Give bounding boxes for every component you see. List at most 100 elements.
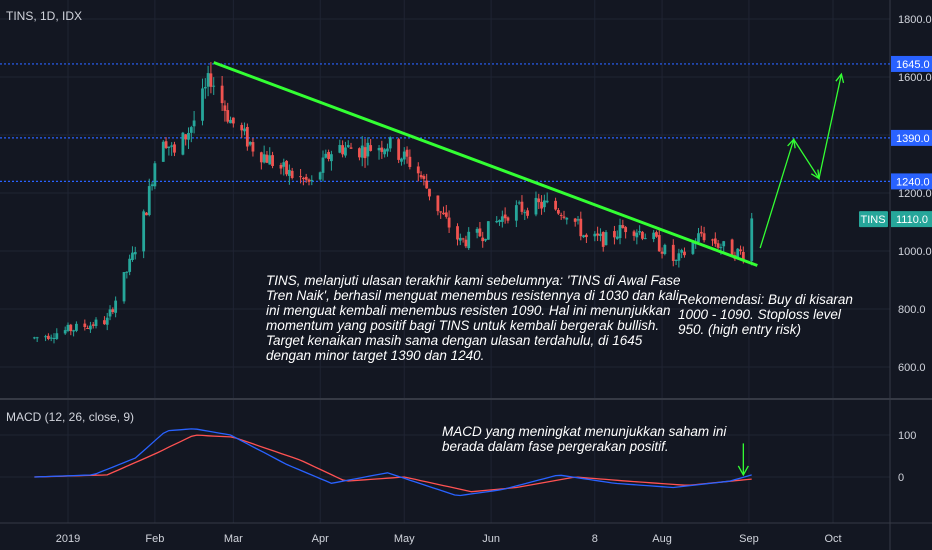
candle-body	[287, 169, 291, 176]
candle-body	[699, 231, 703, 234]
candle-body	[565, 217, 569, 220]
candle-body	[660, 251, 664, 254]
candle-body	[103, 320, 106, 325]
level-badge	[891, 129, 932, 146]
candle-body	[481, 237, 485, 242]
x-tick-label: May	[394, 533, 415, 545]
chart-title: TINS, 1D, IDX	[6, 9, 83, 23]
candle-body	[741, 251, 745, 260]
x-tick-label: Mar	[224, 533, 243, 545]
candle-body	[243, 128, 246, 132]
candle-body	[32, 337, 36, 339]
candle-body	[206, 73, 210, 87]
candle-body	[189, 127, 193, 133]
candle-body	[153, 163, 157, 187]
candle-body	[542, 200, 546, 208]
candle-body	[638, 231, 642, 233]
candle-body	[697, 233, 700, 243]
candle-body	[83, 323, 87, 328]
candle-body	[145, 212, 148, 216]
candle-body	[713, 238, 717, 244]
macd-y-tick-label: 0	[898, 472, 904, 484]
candle-body	[380, 147, 384, 152]
candle-body	[338, 144, 342, 153]
annotation-main: TINS, melanjuti ulasan terakhir kami seb…	[266, 273, 681, 363]
y-tick-label: 1800.0	[898, 14, 932, 26]
candle-body	[478, 228, 482, 237]
candle-body	[436, 195, 440, 212]
candle-body	[674, 259, 678, 261]
candle-body	[209, 73, 213, 87]
candle-body	[643, 238, 647, 240]
candle-body	[613, 231, 616, 238]
candle-body	[122, 272, 126, 302]
candle-body	[133, 252, 137, 255]
candle-body	[44, 336, 47, 338]
candle-body	[181, 132, 185, 155]
candle-body	[318, 172, 322, 180]
candle-body	[341, 145, 345, 155]
candle-body	[360, 145, 364, 158]
x-tick-label: Aug	[652, 533, 672, 545]
candle-body	[248, 141, 252, 145]
candle-body	[69, 324, 73, 332]
level-badge	[891, 55, 932, 72]
candle-body	[683, 251, 686, 256]
candle-body	[601, 232, 605, 247]
annotation-macd: MACD yang meningkat menunjukkan saham in…	[442, 424, 727, 454]
candle-body	[201, 88, 204, 121]
candle-body	[147, 186, 151, 216]
candle-body	[226, 110, 230, 122]
candle-body	[89, 325, 92, 330]
candle-body	[604, 232, 608, 246]
candle-body	[86, 327, 90, 329]
candle-body	[422, 176, 426, 179]
candle-body	[383, 149, 387, 155]
macd-pane	[34, 428, 752, 497]
candle-body	[545, 200, 549, 203]
candle-body	[111, 309, 115, 313]
candle-body	[240, 125, 244, 131]
candle-body	[537, 198, 541, 203]
candle-body	[540, 201, 543, 209]
candle-body	[671, 244, 675, 261]
y-tick-label: 1000.0	[898, 246, 932, 258]
trendline	[213, 61, 758, 267]
candle-body	[624, 227, 628, 233]
candle-body	[593, 233, 597, 237]
level-badge-label: 1645.0	[896, 59, 930, 71]
candle-body	[500, 216, 504, 222]
y-tick-label: 800.0	[898, 304, 926, 316]
candle-body	[503, 214, 507, 219]
macd-arrow-head	[737, 465, 749, 477]
candle-body	[279, 164, 283, 169]
candle-body	[562, 216, 566, 218]
trendline-line	[213, 61, 758, 267]
candle-body	[657, 235, 661, 252]
candle-body	[461, 238, 465, 240]
candle-body	[346, 145, 350, 148]
level-badge	[891, 173, 932, 190]
x-tick-label: Oct	[824, 533, 841, 545]
candle-body	[573, 218, 577, 222]
candle-body	[220, 85, 224, 104]
candle-body	[719, 247, 723, 249]
last-price-badge	[891, 211, 932, 228]
candle-body	[363, 147, 367, 159]
candle-body	[66, 324, 70, 331]
annotation-rekomendasi: Rekomendasi: Buy di kisaran 1000 - 1090.…	[678, 292, 853, 337]
projection-head	[835, 72, 845, 83]
candle-body	[46, 335, 50, 340]
x-tick-label: Sep	[739, 533, 759, 545]
x-tick-label: 8	[592, 533, 598, 545]
candle-body	[131, 252, 134, 261]
candle-body	[369, 145, 373, 151]
candle-body	[702, 233, 706, 241]
candle-body	[475, 228, 479, 233]
candlestick-series	[32, 62, 754, 344]
candle-body	[307, 179, 311, 182]
candle-body	[428, 188, 431, 197]
candle-body	[161, 141, 165, 162]
candle-body	[52, 337, 56, 339]
